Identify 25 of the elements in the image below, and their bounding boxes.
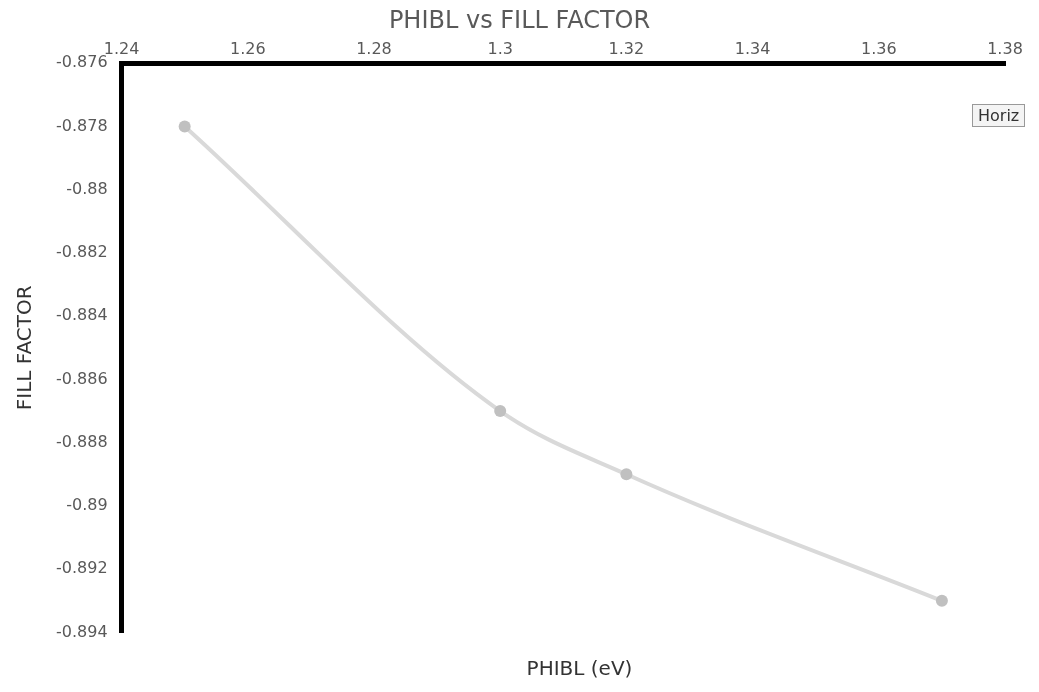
annotation: Horiz bbox=[972, 104, 1026, 127]
y-tick-label: -0.88 bbox=[66, 178, 108, 198]
y-tick-label: -0.89 bbox=[66, 495, 108, 515]
y-tick-label: -0.882 bbox=[56, 242, 108, 262]
y-tick-label: -0.886 bbox=[56, 368, 108, 388]
x-tick-label: 1.26 bbox=[229, 38, 266, 58]
x-tick-label: 1.28 bbox=[356, 38, 392, 58]
x-tick-label: 1.34 bbox=[734, 38, 771, 58]
x-tick-label: 1.38 bbox=[987, 38, 1023, 58]
point bbox=[494, 405, 507, 418]
x-tick-label: 1.3 bbox=[487, 38, 513, 58]
y-tick-label: -0.888 bbox=[56, 431, 108, 451]
point bbox=[620, 468, 633, 481]
x-tick-label: 1.36 bbox=[860, 38, 897, 58]
y-tick-label: -0.878 bbox=[56, 115, 108, 135]
point bbox=[935, 594, 948, 607]
y-axis-title: FILL FACTOR bbox=[12, 285, 37, 411]
y-tick-label: -0.894 bbox=[56, 621, 108, 641]
y-tick-label: -0.892 bbox=[56, 558, 108, 578]
chart-title: PHIBL vs FILL FACTOR bbox=[387, 6, 652, 34]
x-tick-label: 1.32 bbox=[608, 38, 645, 58]
point bbox=[178, 120, 191, 133]
x-axis-title: PHIBL (eV) bbox=[525, 656, 634, 680]
y-tick-label: -0.876 bbox=[56, 52, 108, 72]
y-tick-label: -0.884 bbox=[56, 305, 108, 325]
